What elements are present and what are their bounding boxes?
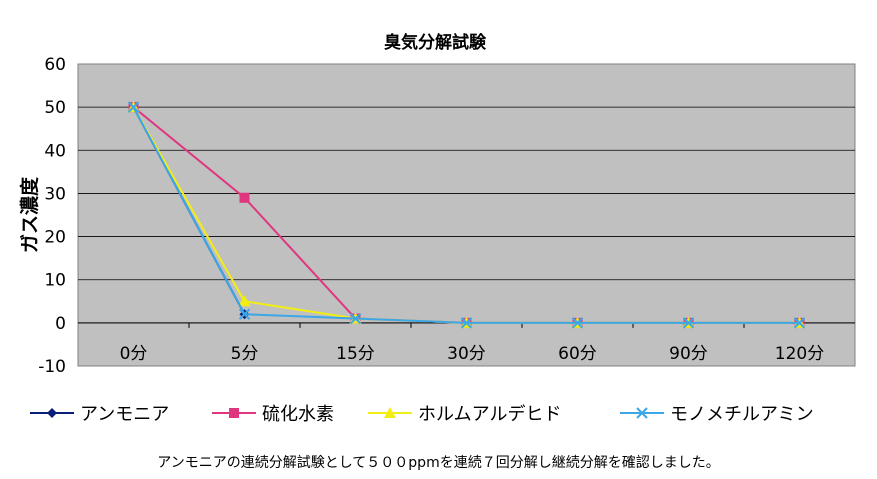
- data-point: [238, 295, 251, 307]
- y-tick-label: 40: [44, 141, 66, 161]
- y-tick-label: 20: [44, 228, 66, 248]
- legend-label: アンモニア: [80, 404, 169, 425]
- data-point: [349, 312, 362, 325]
- legend-label: 硫化水素: [262, 404, 334, 425]
- series-group: [127, 101, 806, 329]
- data-point: [47, 408, 57, 418]
- y-tick-label: 0: [55, 314, 66, 334]
- chart-title: 臭気分解試験: [384, 32, 487, 53]
- x-tick-label: 0分: [120, 344, 148, 364]
- data-point: [229, 408, 239, 418]
- data-point: [238, 308, 251, 320]
- x-tick-label: 5分: [231, 344, 259, 364]
- plot-area: [77, 63, 856, 367]
- x-tick-label: 120分: [775, 344, 824, 364]
- data-point: [460, 317, 473, 329]
- y-tick-label: 50: [44, 98, 66, 118]
- y-tick-label: -10: [38, 357, 66, 377]
- x-tick-label: 15分: [336, 344, 375, 364]
- legend-label: モノメチルアミン: [670, 404, 814, 425]
- data-point: [127, 101, 140, 113]
- x-tick-labels: 0分 5分 15分 30分 60分 90分 120分: [120, 344, 825, 364]
- y-tick-labels: -10 0 10 20 30 40 50 60: [38, 55, 66, 377]
- data-point: [682, 317, 695, 329]
- y-tick-label: 10: [44, 271, 66, 291]
- x-tick-label: 90分: [669, 344, 708, 364]
- series-3: [127, 101, 806, 329]
- chart-caption: アンモニアの連続分解試験として５００ppmを連続７回分解し継続分解を確認しました…: [157, 455, 720, 471]
- data-point: [239, 192, 250, 203]
- legend: アンモニア 硫化水素 ホルムアルデヒド モノメチルアミン: [30, 404, 814, 425]
- legend-label: ホルムアルデヒド: [418, 404, 561, 425]
- y-tick-label: 60: [44, 55, 66, 75]
- y-tick-label: 30: [44, 184, 66, 204]
- data-point: [571, 317, 584, 329]
- x-tick-label: 60分: [558, 344, 597, 364]
- data-point: [793, 317, 806, 329]
- y-axis-label: ガス濃度: [18, 176, 41, 253]
- data-point: [384, 407, 396, 418]
- data-point: [636, 407, 648, 419]
- x-tick-label: 30分: [447, 344, 486, 364]
